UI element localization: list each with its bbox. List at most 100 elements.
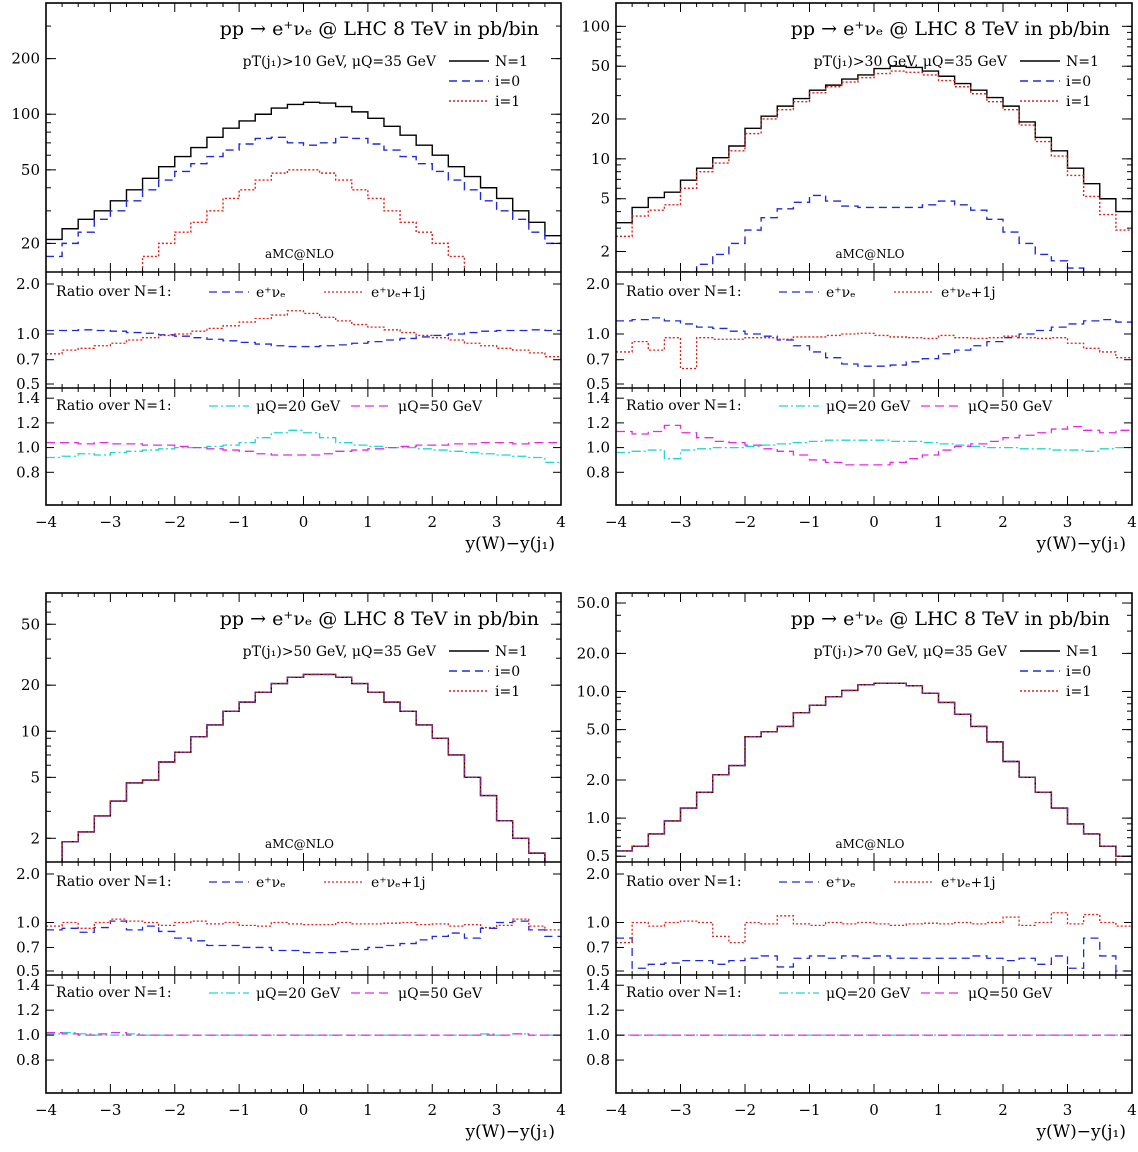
ratio2-series-mu20 — [46, 429, 561, 464]
ratio1-series-i0 — [616, 317, 1132, 367]
ratio2-y-tick-label: 1.0 — [586, 439, 610, 457]
main-series-i1 — [616, 682, 1132, 857]
x-tick-label: 0 — [299, 513, 309, 531]
ratio1-label: Ratio over N=1: — [626, 284, 742, 300]
ratio1-label: Ratio over N=1: — [56, 874, 172, 890]
ratio2-y-tick-label: 1.0 — [16, 1026, 40, 1044]
y-tick-label: 5.0 — [586, 721, 610, 739]
watermark: aMC@NLO — [836, 837, 905, 851]
legend-label-i0: i=0 — [495, 664, 520, 680]
legend-label-i1: i=1 — [1066, 94, 1091, 110]
ratio1-y-tick-label: 0.5 — [586, 962, 610, 980]
ratio2-legend-label-mu50: μQ=50 GeV — [968, 986, 1053, 1002]
ratio2-label: Ratio over N=1: — [56, 985, 172, 1001]
ratio2-label: Ratio over N=1: — [626, 398, 742, 414]
watermark: aMC@NLO — [265, 247, 334, 261]
x-tick-label: −1 — [798, 1101, 820, 1119]
ratio1-y-tick-label: 0.5 — [16, 962, 40, 980]
legend-label-i1: i=1 — [495, 684, 520, 700]
plot-subtitle: pT(j₁)>10 GeV, μQ=35 GeV — [243, 54, 437, 70]
x-axis-label: y(W)−y(j₁) — [1035, 534, 1126, 554]
ratio1-y-tick-label: 2.0 — [16, 865, 40, 883]
plot-title: pp → e⁺νₑ @ LHC 8 TeV in pb/bin — [220, 608, 539, 630]
x-tick-label: 0 — [869, 513, 879, 531]
x-tick-label: 4 — [1127, 1101, 1137, 1119]
ratio2-legend-label-mu20: μQ=20 GeV — [256, 986, 341, 1002]
x-tick-label: 1 — [363, 1101, 373, 1119]
x-tick-label: −3 — [669, 1101, 691, 1119]
x-axis-label: y(W)−y(j₁) — [464, 1122, 555, 1142]
y-tick-label: 2 — [30, 829, 40, 847]
ratio2-legend-label-mu50: μQ=50 GeV — [968, 399, 1053, 415]
ratio1-label: Ratio over N=1: — [626, 874, 742, 890]
x-tick-label: −1 — [228, 513, 250, 531]
plot-subtitle: pT(j₁)>50 GeV, μQ=35 GeV — [243, 644, 437, 660]
ratio2-y-tick-label: 0.8 — [16, 463, 40, 481]
ratio2-y-tick-label: 0.8 — [586, 1051, 610, 1069]
x-tick-label: −2 — [734, 1101, 756, 1119]
panel-3: −4 −3 −2 −1 0 1 2 3 4y(W)−y(j₁) 2 5 10 20 50 2.0 1.0 0.7… — [16, 592, 566, 1142]
x-tick-label: 1 — [934, 1101, 944, 1119]
x-tick-label: 2 — [427, 1101, 437, 1119]
x-tick-label: 4 — [556, 513, 566, 531]
legend-label-i0: i=0 — [1066, 664, 1091, 680]
plot-subtitle: pT(j₁)>70 GeV, μQ=35 GeV — [814, 644, 1008, 660]
ratio2-y-tick-label: 1.2 — [586, 1001, 610, 1019]
ratio1-legend-label-i1: e⁺νₑ+1j — [941, 285, 996, 301]
ratio2-y-tick-label: 1.0 — [586, 1026, 610, 1044]
y-tick-label: 20 — [591, 110, 610, 128]
ratio2-y-tick-label: 1.4 — [586, 389, 610, 407]
plot-title: pp → e⁺νₑ @ LHC 8 TeV in pb/bin — [791, 608, 1110, 630]
x-tick-label: 2 — [998, 513, 1008, 531]
ratio1-legend-label-i0: e⁺νₑ — [826, 875, 856, 891]
ratio1-series-i1 — [46, 310, 561, 358]
main-series-total — [616, 65, 1132, 224]
legend-label-total: N=1 — [495, 54, 528, 70]
y-tick-label: 2.0 — [586, 771, 610, 789]
ratio1-legend-label-i0: e⁺νₑ — [256, 875, 286, 891]
y-tick-label: 50 — [21, 161, 40, 179]
ratio1-y-tick-label: 1.0 — [586, 914, 610, 932]
y-tick-label: 100 — [581, 17, 610, 35]
plot-subtitle: pT(j₁)>30 GeV, μQ=35 GeV — [814, 54, 1008, 70]
main-series-i1 — [61, 673, 546, 862]
ratio1-series-i0 — [46, 329, 561, 348]
x-tick-label: −2 — [734, 513, 756, 531]
x-tick-label: 2 — [427, 513, 437, 531]
x-tick-label: −4 — [35, 1101, 57, 1119]
ratio1-y-tick-label: 1.0 — [16, 325, 40, 343]
ratio2-legend-label-mu20: μQ=20 GeV — [826, 399, 911, 415]
ratio1-y-tick-label: 2.0 — [16, 275, 40, 293]
ratio1-legend-label-i0: e⁺νₑ — [826, 285, 856, 301]
ratio1-y-tick-label: 1.0 — [16, 914, 40, 932]
ratio2-y-tick-label: 1.4 — [16, 389, 40, 407]
main-series-i0 — [61, 673, 546, 862]
ratio2-label: Ratio over N=1: — [626, 985, 742, 1001]
ratio1-series-i1 — [616, 332, 1132, 370]
x-axis-label: y(W)−y(j₁) — [1035, 1122, 1126, 1142]
x-tick-label: 0 — [299, 1101, 309, 1119]
x-tick-label: 1 — [363, 513, 373, 531]
ratio1-label: Ratio over N=1: — [56, 284, 172, 300]
panel-1: −4 −3 −2 −1 0 1 2 3 4y(W)−y(j₁) 20 50 100 200 2.0 1.0 0… — [11, 2, 566, 554]
x-tick-label: −1 — [798, 513, 820, 531]
main-series-i0 — [679, 194, 1085, 272]
y-tick-label: 5 — [30, 768, 40, 786]
panel-2: −4 −3 −2 −1 0 1 2 3 4y(W)−y(j₁) 2 5 10 20 50 100 2.0 1.0… — [581, 2, 1137, 554]
ratio1-y-tick-label: 0.7 — [16, 938, 40, 956]
y-tick-label: 10.0 — [577, 683, 610, 701]
x-tick-label: 4 — [1127, 513, 1137, 531]
x-tick-label: −3 — [99, 513, 121, 531]
y-tick-label: 1.0 — [586, 809, 610, 827]
x-tick-label: 3 — [492, 1101, 502, 1119]
ratio2-series-mu20 — [616, 439, 1132, 460]
ratio2-y-tick-label: 1.2 — [586, 414, 610, 432]
ratio2-y-tick-label: 1.2 — [16, 414, 40, 432]
y-tick-label: 20.0 — [577, 644, 610, 662]
x-tick-label: −4 — [35, 513, 57, 531]
ratio2-legend-label-mu50: μQ=50 GeV — [398, 399, 483, 415]
ratio1-y-tick-label: 0.5 — [586, 375, 610, 393]
x-tick-label: −4 — [605, 1101, 627, 1119]
